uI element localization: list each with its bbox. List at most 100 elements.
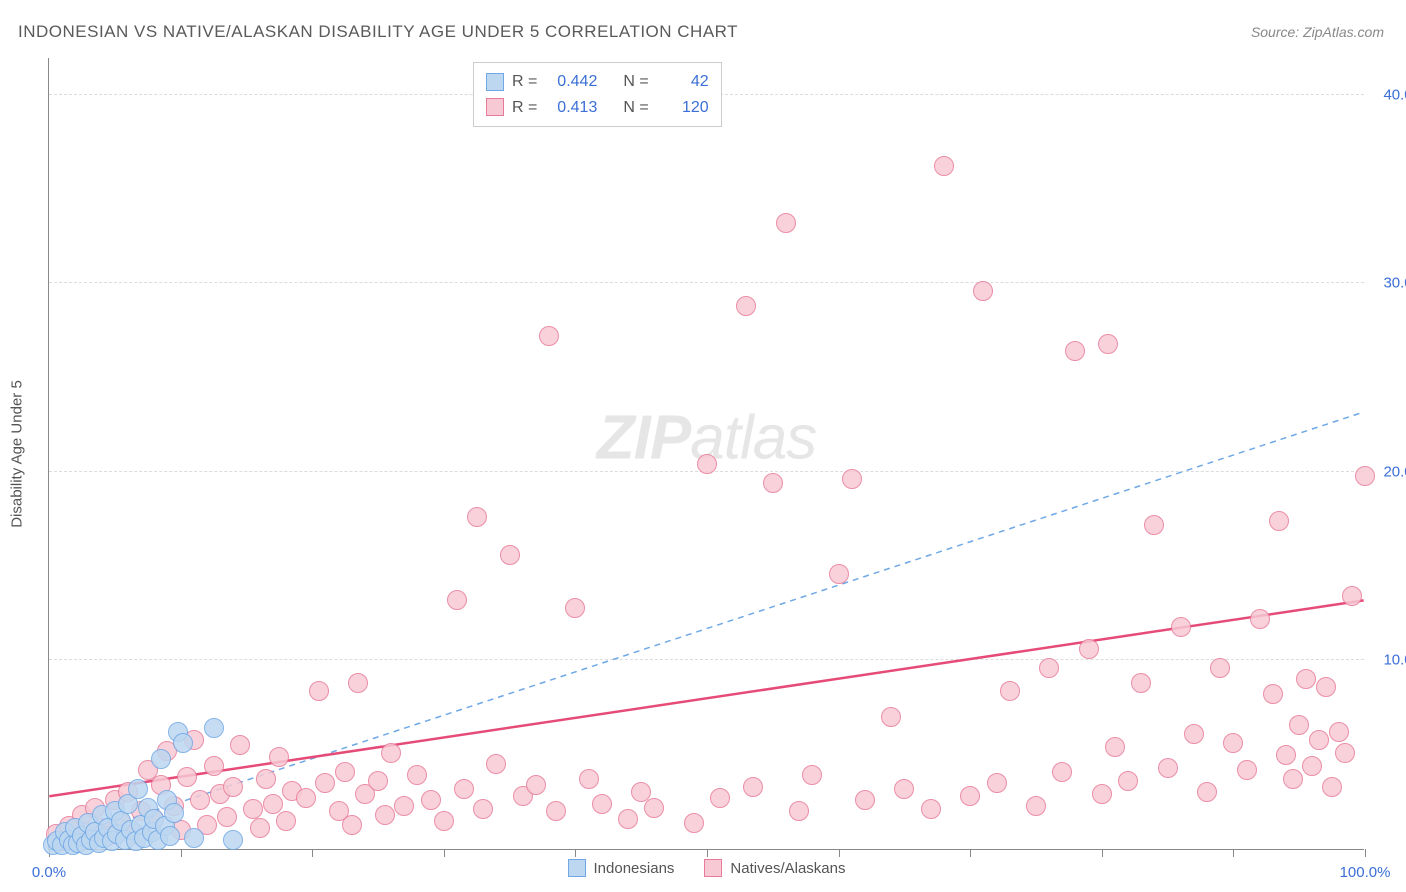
scatter-point: [1263, 684, 1283, 704]
scatter-point: [473, 799, 493, 819]
scatter-point: [1309, 730, 1329, 750]
scatter-point: [1197, 782, 1217, 802]
scatter-point: [1026, 796, 1046, 816]
scatter-point: [315, 773, 335, 793]
scatter-point: [644, 798, 664, 818]
scatter-point: [697, 454, 717, 474]
stats-row-series2: R = 0.413 N = 120: [486, 95, 709, 121]
scatter-point: [934, 156, 954, 176]
scatter-point: [1039, 658, 1059, 678]
scatter-point: [1158, 758, 1178, 778]
scatter-point: [184, 828, 204, 848]
scatter-point: [1283, 769, 1303, 789]
scatter-point: [500, 545, 520, 565]
scatter-point: [348, 673, 368, 693]
bottom-legend: Indonesians Natives/Alaskans: [568, 859, 846, 877]
scatter-point: [434, 811, 454, 831]
scatter-point: [921, 799, 941, 819]
chart-area: ZIPatlas 10.0%20.0%30.0%40.0%0.0%100.0% …: [48, 58, 1364, 850]
stats-row-series1: R = 0.442 N = 42: [486, 69, 709, 95]
scatter-point: [565, 598, 585, 618]
legend-swatch-2: [704, 859, 722, 877]
scatter-point: [128, 779, 148, 799]
scatter-point: [1171, 617, 1191, 637]
scatter-point: [1210, 658, 1230, 678]
y-tick-label: 30.0%: [1370, 275, 1406, 292]
y-tick-label: 40.0%: [1370, 86, 1406, 103]
scatter-point: [881, 707, 901, 727]
scatter-point: [447, 590, 467, 610]
scatter-point: [973, 281, 993, 301]
scatter-point: [1065, 341, 1085, 361]
scatter-point: [710, 788, 730, 808]
scatter-point: [368, 771, 388, 791]
scatter-point: [842, 469, 862, 489]
stats-r-value-1: 0.442: [545, 69, 597, 95]
scatter-point: [776, 213, 796, 233]
x-tick: [444, 849, 445, 857]
scatter-point: [802, 765, 822, 785]
scatter-point: [204, 756, 224, 776]
x-tick-label: 100.0%: [1340, 864, 1391, 881]
scatter-point: [684, 813, 704, 833]
scatter-point: [1131, 673, 1151, 693]
scatter-point: [1329, 722, 1349, 742]
scatter-point: [407, 765, 427, 785]
grid-line: [49, 282, 1364, 283]
scatter-point: [789, 801, 809, 821]
grid-line: [49, 659, 1364, 660]
stats-n-value-1: 42: [657, 69, 709, 95]
scatter-point: [1335, 743, 1355, 763]
scatter-point: [1342, 586, 1362, 606]
x-tick: [181, 849, 182, 857]
scatter-point: [223, 777, 243, 797]
scatter-point: [526, 775, 546, 795]
legend-item-1: Indonesians: [568, 859, 675, 877]
scatter-point: [579, 769, 599, 789]
legend-item-2: Natives/Alaskans: [704, 859, 845, 877]
x-tick-label: 0.0%: [32, 864, 66, 881]
x-tick: [839, 849, 840, 857]
scatter-point: [151, 749, 171, 769]
stats-swatch-series1: [486, 73, 504, 91]
scatter-point: [1322, 777, 1342, 797]
scatter-point: [1296, 669, 1316, 689]
scatter-point: [263, 794, 283, 814]
scatter-point: [1223, 733, 1243, 753]
x-tick: [312, 849, 313, 857]
scatter-point: [1355, 466, 1375, 486]
scatter-point: [1092, 784, 1112, 804]
scatter-point: [276, 811, 296, 831]
scatter-point: [173, 733, 193, 753]
scatter-point: [160, 826, 180, 846]
y-tick-label: 20.0%: [1370, 463, 1406, 480]
stats-r-value-2: 0.413: [545, 95, 597, 121]
x-tick: [1102, 849, 1103, 857]
scatter-point: [269, 747, 289, 767]
y-tick-label: 10.0%: [1370, 652, 1406, 669]
scatter-point: [230, 735, 250, 755]
scatter-point: [309, 681, 329, 701]
stats-n-label: N =: [623, 69, 648, 95]
scatter-point: [454, 779, 474, 799]
scatter-point: [335, 762, 355, 782]
scatter-point: [539, 326, 559, 346]
scatter-point: [592, 794, 612, 814]
scatter-point: [217, 807, 237, 827]
scatter-point: [296, 788, 316, 808]
scatter-point: [987, 773, 1007, 793]
scatter-point: [394, 796, 414, 816]
scatter-point: [829, 564, 849, 584]
scatter-point: [894, 779, 914, 799]
scatter-point: [1184, 724, 1204, 744]
x-tick: [1365, 849, 1366, 857]
scatter-point: [204, 718, 224, 738]
scatter-point: [546, 801, 566, 821]
scatter-point: [375, 805, 395, 825]
stats-r-label: R =: [512, 95, 537, 121]
scatter-point: [1269, 511, 1289, 531]
legend-label-1: Indonesians: [594, 860, 675, 877]
scatter-point: [763, 473, 783, 493]
scatter-point: [381, 743, 401, 763]
scatter-point: [1302, 756, 1322, 776]
